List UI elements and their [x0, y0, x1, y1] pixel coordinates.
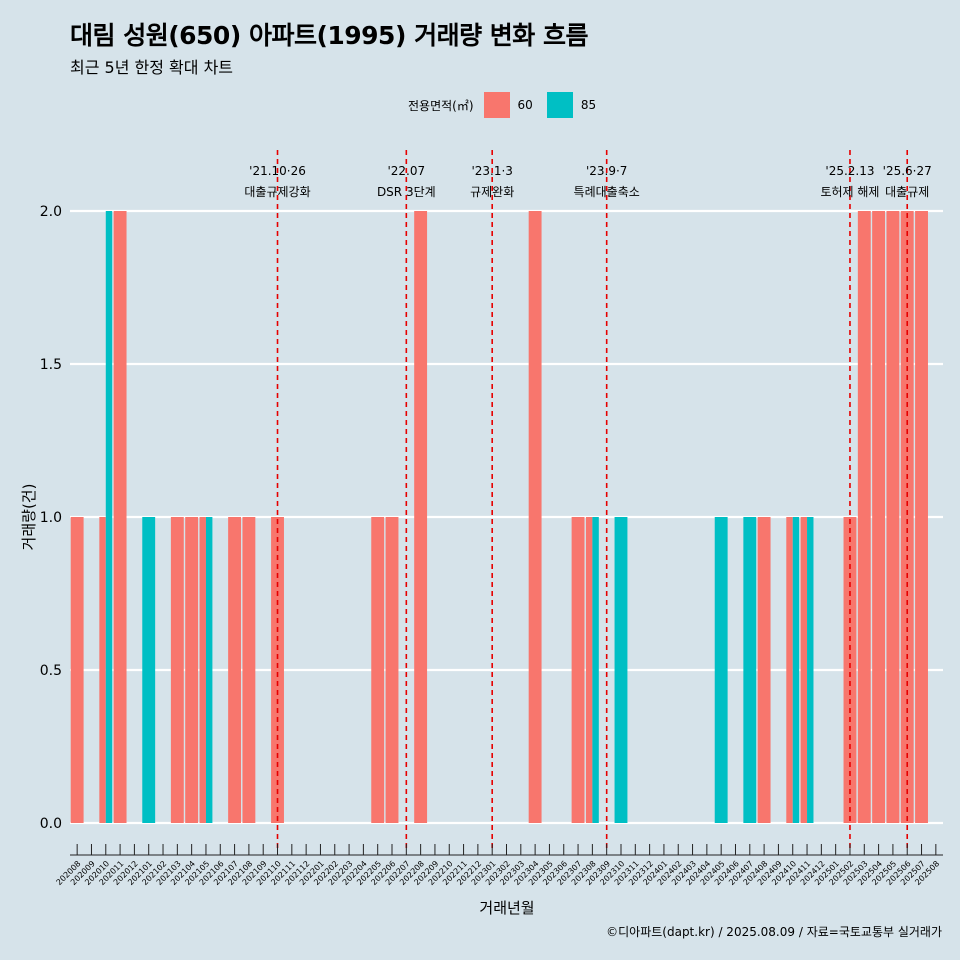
bar-202010-60 [99, 517, 106, 823]
bar-202502-60 [843, 517, 857, 823]
bar-202506-60 [900, 211, 914, 823]
bar-202408-60 [757, 517, 771, 823]
event-lines: '21.10·26 대출규제강화 '22.07 DSR 3단계 '23.1·3 규제완화 '… [244, 150, 932, 850]
bar-202103-60 [170, 517, 184, 823]
bar-202105-60 [199, 517, 206, 823]
bar-202108-60 [242, 517, 256, 823]
bar-202410-85 [792, 517, 800, 823]
event-date: '21.10·26 [249, 164, 306, 178]
bar-202107-60 [228, 517, 242, 823]
bar-202308-85 [592, 517, 599, 823]
event-date: '25.6·27 [883, 164, 932, 178]
chart-title: 대림 성원(650) 아파트(1995) 거래량 변화 흐름 [70, 21, 589, 50]
legend-label-85: 85 [580, 98, 597, 112]
legend-title: 전용면적(㎡) [408, 98, 474, 113]
bar-202010-85 [105, 211, 113, 823]
y-tick-label: 0.5 [40, 663, 62, 679]
bar-202411-85 [807, 517, 814, 823]
bar-202304-60 [528, 211, 542, 823]
y-axis-title: 거래량(건) [20, 484, 38, 551]
bar-202205-60 [371, 517, 385, 823]
bar-202405-85 [714, 517, 728, 823]
y-axis: 0.0 0.5 1.0 1.5 2.0 [40, 204, 62, 832]
caption: ©디아파트(dapt.kr) / 2025.08.09 / 자료=국토교통부 실… [606, 925, 942, 939]
bar-202011-60 [113, 211, 127, 823]
x-axis: 2020082020092020102020112020122021012021… [55, 844, 943, 887]
bar-202101-85 [142, 517, 156, 823]
bar-202308-60 [585, 517, 593, 823]
event-label: 규제완화 [470, 185, 514, 199]
bar-202411-60 [800, 517, 808, 823]
event-label: 토허제 해제 [820, 185, 879, 199]
x-axis-title: 거래년월 [479, 899, 534, 917]
legend-key-60 [483, 92, 510, 118]
event-date: '25.2.13 [825, 164, 874, 178]
y-tick-label: 1.0 [40, 510, 62, 526]
bar-202110-60 [271, 517, 284, 823]
bar-202504-60 [872, 211, 886, 823]
event-label: 특례대출축소 [574, 185, 640, 199]
bar-202505-60 [886, 211, 900, 823]
event-label: 대출규제 [885, 185, 929, 199]
event-date: '22.07 [387, 164, 425, 178]
bar-202208-60 [414, 211, 428, 823]
legend-label-60: 60 [517, 98, 533, 112]
bar-202410-60 [786, 517, 793, 823]
event-label: 대출규제강화 [244, 185, 310, 199]
legend: 전용면적(㎡) 60 85 [408, 92, 610, 118]
bar-202008-60 [70, 517, 84, 823]
bar-202104-60 [185, 517, 199, 823]
y-tick-label: 1.5 [40, 357, 62, 373]
bar-202507-60 [915, 211, 928, 823]
y-tick-label: 0.0 [40, 816, 62, 832]
event-date: '23.9·7 [586, 164, 627, 178]
event-label: DSR 3단계 [377, 185, 436, 199]
bar-202503-60 [857, 211, 871, 823]
y-tick-label: 2.0 [40, 204, 62, 220]
bar-202105-85 [205, 517, 213, 823]
bars [70, 211, 928, 823]
bar-202206-60 [385, 517, 399, 823]
legend-key-85 [546, 92, 573, 118]
bar-202407-85 [743, 517, 757, 823]
bar-202307-60 [571, 517, 585, 823]
bar-202310-85 [614, 517, 628, 823]
event-date: '23.1·3 [471, 164, 512, 178]
chart-subtitle: 최근 5년 한정 확대 차트 [70, 58, 234, 77]
